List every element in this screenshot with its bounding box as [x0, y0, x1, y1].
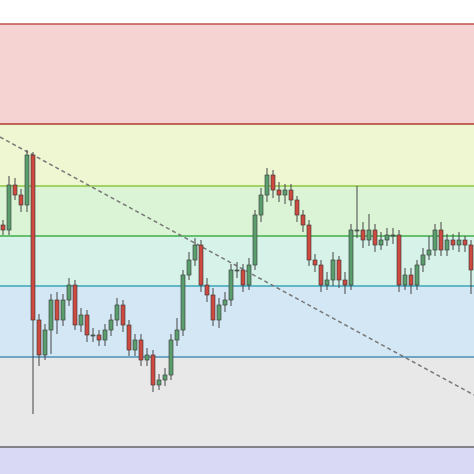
candle-body: [252, 214, 258, 266]
candle-body: [348, 229, 354, 286]
candle-body: [396, 234, 402, 286]
candle-body: [438, 229, 444, 251]
candle-body: [54, 299, 60, 321]
fib-band: [0, 24, 474, 124]
candle-body: [204, 284, 210, 296]
candle-body: [114, 304, 120, 321]
candle-body: [156, 379, 162, 386]
candle-body: [126, 324, 132, 351]
candle-body: [120, 304, 126, 326]
candle-body: [198, 244, 204, 286]
candle-body: [30, 154, 36, 321]
candle-body: [36, 319, 42, 356]
candle-body: [18, 194, 24, 206]
candle-body: [312, 259, 318, 266]
candle-body: [330, 259, 336, 281]
candle-body: [216, 304, 222, 321]
candle-body: [432, 229, 438, 251]
candle-body: [426, 249, 432, 256]
candle-body: [24, 154, 30, 206]
candle-body: [228, 269, 234, 301]
candle-body: [366, 229, 372, 241]
candle-body: [336, 259, 342, 281]
candle-body: [84, 314, 90, 336]
candle-body: [144, 354, 150, 361]
candle-body: [372, 229, 378, 246]
candle-body: [180, 274, 186, 331]
candle-body: [150, 354, 156, 386]
candle-body: [294, 199, 300, 216]
candle-body: [444, 239, 450, 251]
candle-body: [174, 329, 180, 341]
candle-body: [456, 239, 462, 246]
candle-body: [168, 339, 174, 376]
candle-body: [462, 239, 468, 246]
candle-body: [318, 264, 324, 286]
candle-body: [210, 294, 216, 321]
candle-body: [258, 194, 264, 216]
candle-body: [222, 299, 228, 306]
candle-body: [288, 189, 294, 201]
candle-body: [96, 334, 102, 341]
candle-body: [90, 334, 96, 337]
candle-body: [60, 299, 66, 321]
candle-body: [192, 244, 198, 261]
candle-body: [390, 234, 396, 237]
candle-body: [234, 269, 240, 272]
candle-body: [360, 229, 366, 241]
candle-body: [240, 269, 246, 286]
candle-body: [186, 259, 192, 276]
candle-body: [162, 374, 168, 381]
candle-body: [354, 229, 360, 232]
candle-body: [306, 224, 312, 261]
candle-body: [108, 319, 114, 331]
fib-bands: [0, 24, 474, 474]
candles: [0, 150, 474, 414]
fib-band: [0, 186, 474, 236]
candle-body: [0, 224, 6, 231]
candle-body: [78, 314, 84, 326]
candle-body: [408, 274, 414, 286]
candle-body: [384, 234, 390, 241]
fib-band: [0, 447, 474, 474]
fib-band: [0, 124, 474, 186]
candle-body: [300, 214, 306, 226]
candle-body: [276, 189, 282, 196]
candle-body: [132, 339, 138, 351]
candle-body: [138, 339, 144, 361]
candle-body: [420, 254, 426, 266]
candle-body: [450, 239, 456, 246]
candle-body: [342, 279, 348, 286]
candle-body: [378, 239, 384, 246]
candle-body: [414, 264, 420, 286]
candle-body: [72, 284, 78, 326]
candle-body: [42, 329, 48, 356]
candle-body: [6, 184, 12, 231]
candle-body: [402, 274, 408, 286]
fib-band: [0, 357, 474, 447]
candle-body: [270, 174, 276, 191]
candle-body: [48, 299, 54, 331]
candle-body: [246, 264, 252, 286]
candle-body: [468, 244, 474, 271]
candle-body: [324, 279, 330, 286]
candle-body: [102, 329, 108, 341]
candle-body: [66, 284, 72, 301]
candle-body: [12, 184, 18, 196]
candle-body: [264, 174, 270, 196]
candle-body: [282, 189, 288, 196]
